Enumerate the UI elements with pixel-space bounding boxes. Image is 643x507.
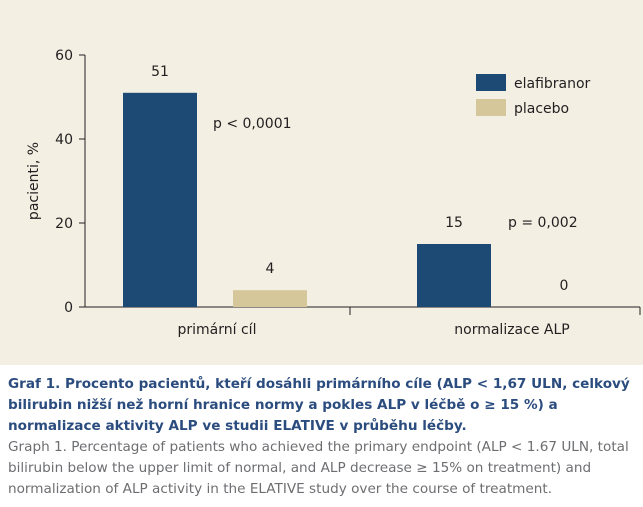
legend-label-elafibranor: elafibranor — [514, 76, 591, 92]
data-label: 15 — [445, 215, 463, 231]
y-tick-label: 40 — [55, 132, 73, 148]
p-value-normalization: p = 0,002 — [508, 215, 578, 231]
data-label: 4 — [266, 261, 275, 277]
data-label: 0 — [560, 278, 569, 294]
legend: elafibranor placebo — [476, 74, 591, 117]
figure-caption: Graf 1. Procento pacientů, kteří dosáhli… — [8, 374, 636, 500]
bar-elafibranor-1 — [417, 244, 491, 307]
y-ticks: 0 20 40 60 — [55, 48, 85, 316]
bar-chart: 0 20 40 60 51 4 15 0 primární cíl normalizace A… — [26, 48, 641, 338]
category-label: normalizace ALP — [454, 322, 569, 338]
legend-label-placebo: placebo — [514, 101, 569, 117]
y-tick-label: 20 — [55, 216, 73, 232]
bars — [123, 92, 491, 307]
p-value-primary: p < 0,0001 — [213, 116, 292, 132]
y-tick-label: 0 — [64, 300, 73, 316]
value-labels: 51 4 15 0 — [151, 64, 568, 294]
category-label: primární cíl — [178, 322, 257, 338]
caption-english: Graph 1. Percentage of patients who achi… — [8, 439, 629, 497]
chart-panel: 0 20 40 60 51 4 15 0 primární cíl normalizace A… — [0, 0, 643, 365]
category-labels: primární cíl normalizace ALP — [178, 322, 570, 338]
bar-placebo-0 — [233, 290, 307, 307]
caption-czech: Graf 1. Procento pacientů, kteří dosáhli… — [8, 376, 630, 434]
legend-swatch-elafibranor — [476, 74, 506, 91]
data-label: 51 — [151, 64, 169, 80]
y-axis-title: pacienti, % — [26, 142, 42, 220]
y-tick-label: 60 — [55, 48, 73, 64]
legend-swatch-placebo — [476, 99, 506, 116]
bar-elafibranor-0 — [123, 92, 197, 307]
